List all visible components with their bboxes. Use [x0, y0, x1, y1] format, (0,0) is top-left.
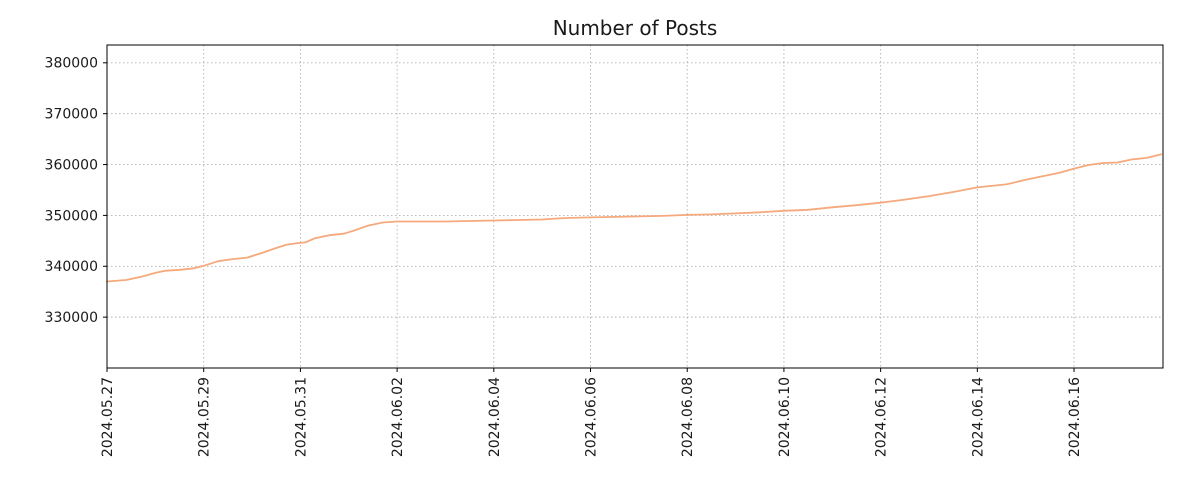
plot-border [106, 44, 1164, 369]
svg-text:2024.05.29: 2024.05.29 [197, 377, 213, 457]
svg-text:2024.06.08: 2024.06.08 [680, 377, 696, 457]
svg-text:2024.05.27: 2024.05.27 [100, 377, 116, 457]
svg-text:330000: 330000 [45, 310, 98, 326]
svg-text:2024.06.16: 2024.06.16 [1067, 377, 1083, 457]
svg-text:2024.06.10: 2024.06.10 [777, 377, 793, 457]
svg-text:350000: 350000 [45, 208, 98, 224]
svg-text:360000: 360000 [45, 157, 98, 173]
x-axis-labels: 2024.05.27 2024.05.29 2024.05.31 2024.06.02… [100, 377, 1083, 457]
series-line [106, 153, 1162, 283]
svg-text:380000: 380000 [45, 56, 98, 72]
chart-title: Number of Posts [552, 16, 718, 40]
svg-text:370000: 370000 [45, 107, 98, 123]
svg-text:2024.05.31: 2024.05.31 [293, 377, 309, 457]
svg-text:2024.06.06: 2024.06.06 [584, 377, 600, 457]
y-axis-labels: 330000 340000 350000 360000 370000 380000 [45, 56, 98, 326]
tick-marks [103, 62, 1075, 372]
svg-text:2024.06.04: 2024.06.04 [487, 377, 503, 457]
svg-text:340000: 340000 [45, 259, 98, 275]
svg-text:2024.06.14: 2024.06.14 [970, 377, 986, 457]
svg-text:2024.06.02: 2024.06.02 [390, 377, 406, 457]
grid [106, 45, 1163, 368]
svg-text:2024.06.12: 2024.06.12 [874, 377, 890, 457]
